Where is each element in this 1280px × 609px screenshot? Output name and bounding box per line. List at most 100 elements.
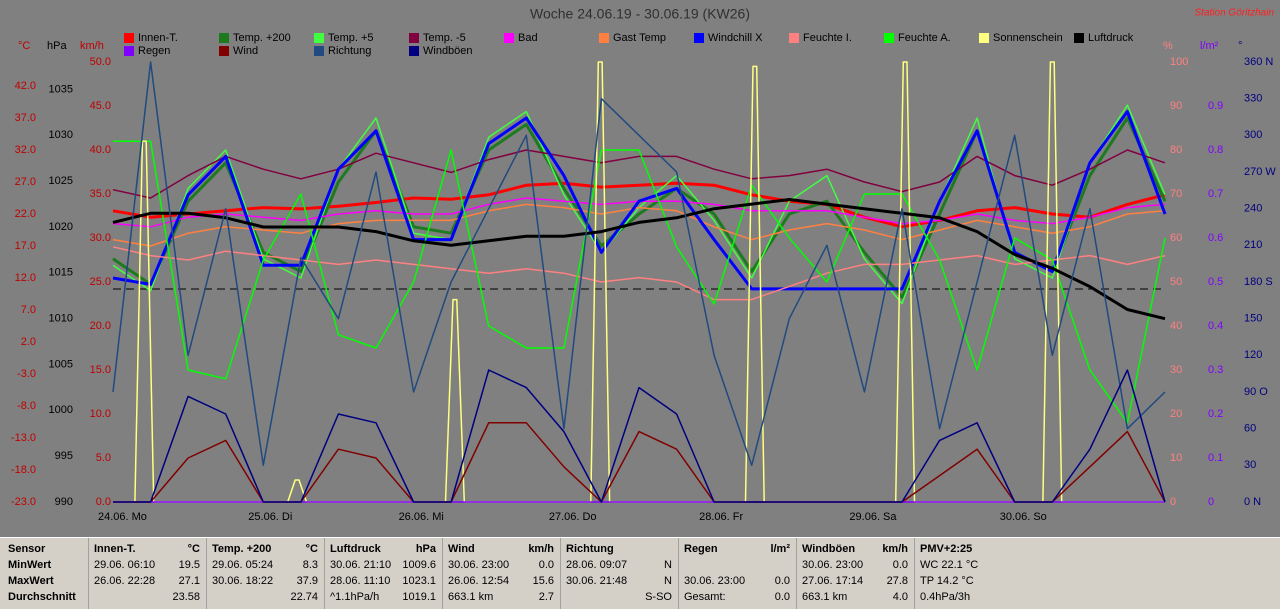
data-line	[113, 369, 1166, 503]
y-tick-label: 1020	[49, 221, 73, 233]
column-unit: hPa	[415, 543, 436, 555]
column-title: Wind	[448, 543, 475, 555]
data-line	[112, 110, 1167, 291]
y-tick-label: 30	[1244, 459, 1256, 471]
y-tick-label: 240	[1244, 203, 1262, 215]
row-label: Sensor	[8, 543, 46, 555]
x-tick-label: 25.06. Di	[248, 511, 292, 523]
y-tick-label: 25.0	[90, 276, 111, 288]
chart-title: Woche 24.06.19 - 30.06.19 (KW26)	[530, 6, 750, 22]
legend-swatch	[504, 33, 514, 43]
cell-text: 26.06. 12:54	[448, 575, 510, 587]
legend-label: Feuchte I.	[803, 32, 852, 44]
cell-value: S-SO	[645, 591, 672, 603]
y-tick-label: 990	[55, 496, 73, 508]
data-line	[112, 149, 1166, 199]
y-tick-label: 0.6	[1208, 232, 1223, 244]
legend-swatch	[1074, 33, 1084, 43]
cell-value: 0.0	[774, 575, 790, 587]
cell-value: 0.0	[538, 559, 554, 571]
column-title: Windböen	[802, 543, 856, 555]
y-tick-label: 0.1	[1208, 452, 1223, 464]
legend-label: Temp. +5	[328, 32, 374, 44]
row-label: MaxWert	[8, 575, 54, 587]
legend-label: Richtung	[328, 45, 371, 57]
cell-text: 30.06. 21:10	[330, 559, 392, 571]
cell-value: N	[664, 575, 672, 587]
y-tick-label: 0.9	[1208, 100, 1223, 112]
cell-text: ^1.1hPa/h	[330, 591, 380, 603]
y-tick-label: 0.8	[1208, 144, 1223, 156]
y-tick-label: -8.0	[17, 400, 36, 412]
cell-text: 28.06. 09:07	[566, 559, 628, 571]
y-tick-label: 1010	[49, 313, 73, 325]
cell-value: 23.58	[172, 591, 200, 603]
y-tick-label: 270 W	[1244, 166, 1276, 178]
legend-swatch	[979, 33, 989, 43]
y-tick-label: 100	[1170, 56, 1188, 68]
legend-label: Regen	[138, 45, 170, 57]
y-tick-label: 90 O	[1244, 386, 1268, 398]
y-tick-label: 0 N	[1244, 496, 1261, 508]
column-separator	[206, 538, 207, 609]
y-tick-label: 42.0	[15, 80, 36, 92]
legend-swatch	[124, 33, 134, 43]
cell-value: 2.7	[538, 591, 554, 603]
legend-swatch	[409, 33, 419, 43]
y-tick-label: 5.0	[96, 452, 111, 464]
x-tick-label: 29.06. Sa	[849, 511, 897, 523]
y-tick-label: 1015	[49, 267, 73, 279]
legend-swatch	[219, 33, 229, 43]
y-tick-label: 50.0	[90, 56, 111, 68]
legend-swatch	[124, 46, 134, 56]
legend-label: Innen-T.	[138, 32, 178, 44]
column-title: Temp. +200	[212, 543, 272, 555]
cell-value: 4.0	[892, 591, 908, 603]
legend-label: Sonnenschein	[993, 32, 1063, 44]
axis-unit: km/h	[80, 40, 104, 52]
y-tick-label: 150	[1244, 313, 1262, 325]
cell-text: 30.06. 23:00	[684, 575, 746, 587]
y-tick-label: 7.0	[21, 304, 36, 316]
y-tick-label: 45.0	[90, 100, 111, 112]
y-tick-label: 17.0	[15, 240, 36, 252]
cell-value: 0.0	[774, 591, 790, 603]
y-tick-label: 1035	[49, 83, 73, 95]
column-unit: km/h	[882, 543, 908, 555]
data-line	[112, 246, 1166, 301]
y-tick-label: 50	[1170, 276, 1182, 288]
legend-label: Feuchte A.	[898, 32, 951, 44]
y-tick-label: 20.0	[90, 320, 111, 332]
column-separator	[796, 538, 797, 609]
cell-text: WC 22.1 °C	[920, 559, 979, 571]
station-name: Station Göritzhain	[1195, 8, 1275, 19]
column-separator	[442, 538, 443, 609]
column-unit: °C	[305, 543, 318, 555]
cell-text: 30.06. 23:00	[802, 559, 864, 571]
column-unit: km/h	[528, 543, 554, 555]
y-tick-label: 27.0	[15, 176, 36, 188]
y-tick-label: 0.0	[96, 496, 111, 508]
legend-label: Windböen	[423, 45, 473, 57]
x-tick-label: 24.06. Mo	[98, 511, 147, 523]
y-tick-label: 40	[1170, 320, 1182, 332]
y-tick-label: 22.0	[15, 208, 36, 220]
x-tick-label: 28.06. Fr	[699, 511, 743, 523]
y-tick-label: 0.3	[1208, 364, 1223, 376]
row-label: Durchschnitt	[8, 591, 76, 603]
y-tick-label: 0	[1208, 496, 1214, 508]
cell-value: 1019.1	[402, 591, 436, 603]
cell-text: 30.06. 18:22	[212, 575, 274, 587]
y-tick-label: -23.0	[11, 496, 36, 508]
y-tick-label: 2.0	[21, 336, 36, 348]
axis-unit: hPa	[47, 40, 67, 52]
x-tick-label: 30.06. So	[1000, 511, 1047, 523]
legend-label: Gast Temp	[613, 32, 666, 44]
y-tick-label: 1030	[49, 129, 73, 141]
cell-value: 19.5	[178, 559, 200, 571]
legend-label: Temp. +200	[233, 32, 291, 44]
y-tick-label: 10	[1170, 452, 1182, 464]
legend-label: Luftdruck	[1088, 32, 1134, 44]
cell-text: 30.06. 21:48	[566, 575, 628, 587]
